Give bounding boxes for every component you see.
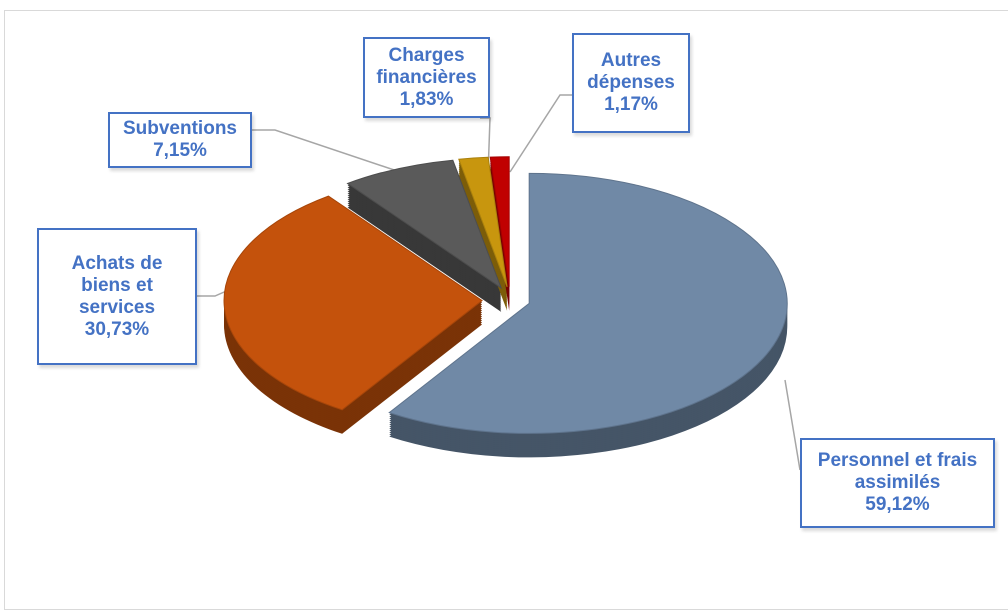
leader-line <box>509 94 572 173</box>
slice <box>346 159 503 290</box>
category-label: Subventions <box>122 118 237 139</box>
value-label: 7,15% <box>153 140 207 161</box>
slice-side <box>458 161 508 291</box>
leader-line <box>784 379 801 471</box>
slice-side <box>458 169 508 299</box>
slice-tops <box>223 156 788 434</box>
value-label: 1,83% <box>399 88 454 110</box>
slice <box>458 156 508 288</box>
value-label: 30,73% <box>84 318 150 340</box>
slice-side <box>458 171 508 301</box>
category-label: Personnel et frais assimilés <box>817 450 978 493</box>
slice-side <box>458 163 508 293</box>
chart: Personnel et frais assimilés 59,12% Achats… <box>4 10 1008 610</box>
leader-line <box>252 129 431 183</box>
data-label: Autres dépenses 1,17% <box>572 33 690 133</box>
value-label: 59,12% <box>865 494 930 515</box>
slice-side <box>458 165 508 295</box>
slice <box>223 195 483 411</box>
pie-area <box>197 94 801 471</box>
value-label: 1,17% <box>604 94 658 115</box>
data-label: Achats de biens et services 30,73% <box>37 228 197 365</box>
slice <box>489 156 510 287</box>
slice-side <box>458 167 508 297</box>
leader-line <box>480 117 491 176</box>
category-label: Achats de biens et services <box>71 252 163 318</box>
category-label: Charges financières <box>376 44 477 88</box>
data-label: Charges financières 1,83% <box>363 37 490 118</box>
slice <box>388 172 788 434</box>
data-label: Subventions 7,15% <box>108 112 252 168</box>
leader-lines <box>197 94 801 471</box>
data-label: Personnel et frais assimilés 59,12% <box>800 438 995 528</box>
category-label: Autres dépenses <box>587 50 675 93</box>
